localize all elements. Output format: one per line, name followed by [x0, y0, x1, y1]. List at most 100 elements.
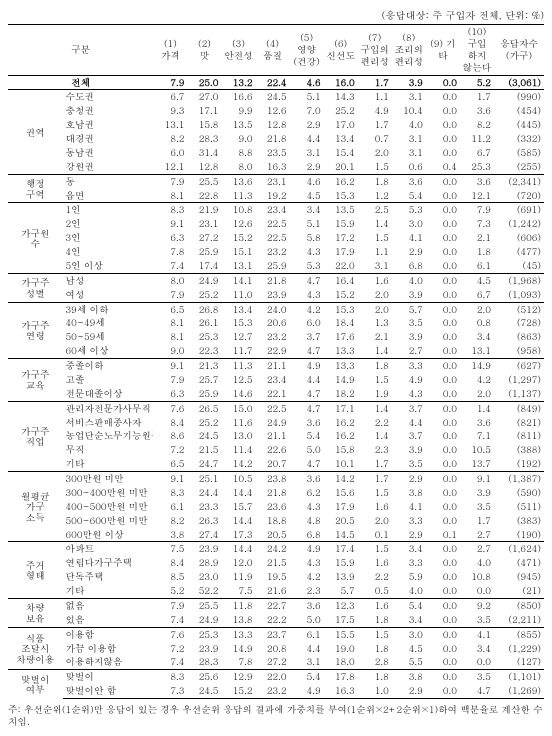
cell: 14.1: [221, 273, 255, 287]
cell: 9.0: [221, 132, 255, 146]
cell: 7.9: [153, 75, 187, 90]
cell: 2.1: [460, 231, 494, 245]
sub-label: 아파트: [63, 542, 154, 556]
cell: 1.5: [358, 542, 392, 556]
cell: 7.9: [153, 288, 187, 302]
cell: 13.9: [324, 570, 358, 584]
cell: 7.1: [460, 429, 494, 443]
cell: (855): [494, 627, 544, 641]
cell: 4.4: [290, 132, 324, 146]
cell: 4.4: [392, 416, 426, 430]
cell: 15.3: [221, 316, 255, 330]
cell: 12.9: [221, 670, 255, 684]
cell: 14.4: [221, 514, 255, 528]
cell: 12.7: [221, 330, 255, 344]
cell: 5.2: [460, 75, 494, 90]
cell: 6.2: [290, 486, 324, 500]
cell: 10.5: [221, 472, 255, 486]
cell: 1.7: [358, 457, 392, 471]
cell: 0.0: [426, 273, 460, 287]
cell: 1.8: [358, 613, 392, 627]
cell: (2,341): [494, 174, 544, 188]
cell: 16.2: [324, 416, 358, 430]
cell: 13.3: [221, 627, 255, 641]
cell: 3.4: [460, 642, 494, 656]
cell: 21.9: [187, 203, 221, 217]
cell: 5.0: [290, 613, 324, 627]
cell: 4.0: [392, 273, 426, 287]
sub-label: 3인: [63, 231, 154, 245]
cell: (863): [494, 330, 544, 344]
cell: (1,624): [494, 542, 544, 556]
cell: 7.6: [153, 401, 187, 415]
cell: 22.4: [256, 75, 290, 90]
cell: 23.3: [187, 500, 221, 514]
cell: 1.6: [358, 500, 392, 514]
sub-label: 강원권: [63, 160, 154, 174]
cell: 7.9: [460, 203, 494, 217]
cell: 18.4: [324, 316, 358, 330]
cell: 5.2: [153, 584, 187, 598]
cell: 4.7: [290, 344, 324, 358]
cell: 2.5: [358, 203, 392, 217]
cell: 16.2: [324, 174, 358, 188]
cell: 22.9: [256, 344, 290, 358]
cell: 7.9: [153, 174, 187, 188]
cell: 15.2: [324, 288, 358, 302]
cell: 0.0: [460, 584, 494, 598]
cell: 21.1: [256, 429, 290, 443]
sub-label: 300만원 미만: [63, 472, 154, 486]
cell: (383): [494, 514, 544, 528]
sub-label: 2인: [63, 217, 154, 231]
cell: 11.0: [221, 288, 255, 302]
cell: 8.2: [460, 118, 494, 132]
group-label: 가구주 교육: [8, 359, 63, 402]
cell: 0.0: [426, 443, 460, 457]
cell: 7.2: [153, 443, 187, 457]
cell: 24.9: [187, 613, 221, 627]
sub-label: 39세 이하: [63, 302, 154, 316]
cell: 4.3: [290, 288, 324, 302]
header-col-9: (9) 기타: [426, 25, 460, 76]
cell: 25.2: [324, 104, 358, 118]
top-note: (응답대상: 주 구입자 전체, 단위: %): [8, 8, 544, 22]
cell: 16.3: [256, 160, 290, 174]
cell: 1.5: [358, 160, 392, 174]
cell: 6.1: [460, 259, 494, 273]
cell: (511): [494, 500, 544, 514]
group-label: 월평균 가구 소득: [8, 472, 63, 542]
cell: 9.1: [460, 472, 494, 486]
cell: 3.8: [392, 670, 426, 684]
cell: 0.0: [426, 584, 460, 598]
cell: 2.9: [290, 160, 324, 174]
cell: (1,269): [494, 684, 544, 698]
cell: 1.7: [460, 90, 494, 104]
cell: 9.0: [153, 344, 187, 358]
cell: (1,242): [494, 217, 544, 231]
sub-label: 있음: [63, 613, 154, 627]
cell: 8.0: [221, 160, 255, 174]
sub-label: 연립다가구주택: [63, 556, 154, 570]
cell: 21.3: [187, 359, 221, 373]
cell: 1.5: [358, 231, 392, 245]
cell: 17.8: [324, 670, 358, 684]
cell: 0.0: [426, 570, 460, 584]
cell: 14.9: [460, 359, 494, 373]
cell: 1.1: [358, 90, 392, 104]
header-col-1: (1) 가격: [153, 25, 187, 76]
cell: 3.3: [392, 359, 426, 373]
cell: (477): [494, 245, 544, 259]
cell: 12.1: [153, 160, 187, 174]
cell: 5.3: [290, 259, 324, 273]
cell: 4.1: [460, 627, 494, 641]
cell: 1.8: [358, 174, 392, 188]
cell: 1.4: [358, 401, 392, 415]
cell: (850): [494, 598, 544, 612]
cell: 27.0: [187, 90, 221, 104]
cell: 24.9: [187, 273, 221, 287]
cell: 21.1: [256, 359, 290, 373]
cell: 4.2: [290, 570, 324, 584]
cell: 6.8: [290, 528, 324, 542]
cell: 11.6: [221, 416, 255, 430]
cell: 16.4: [324, 273, 358, 287]
